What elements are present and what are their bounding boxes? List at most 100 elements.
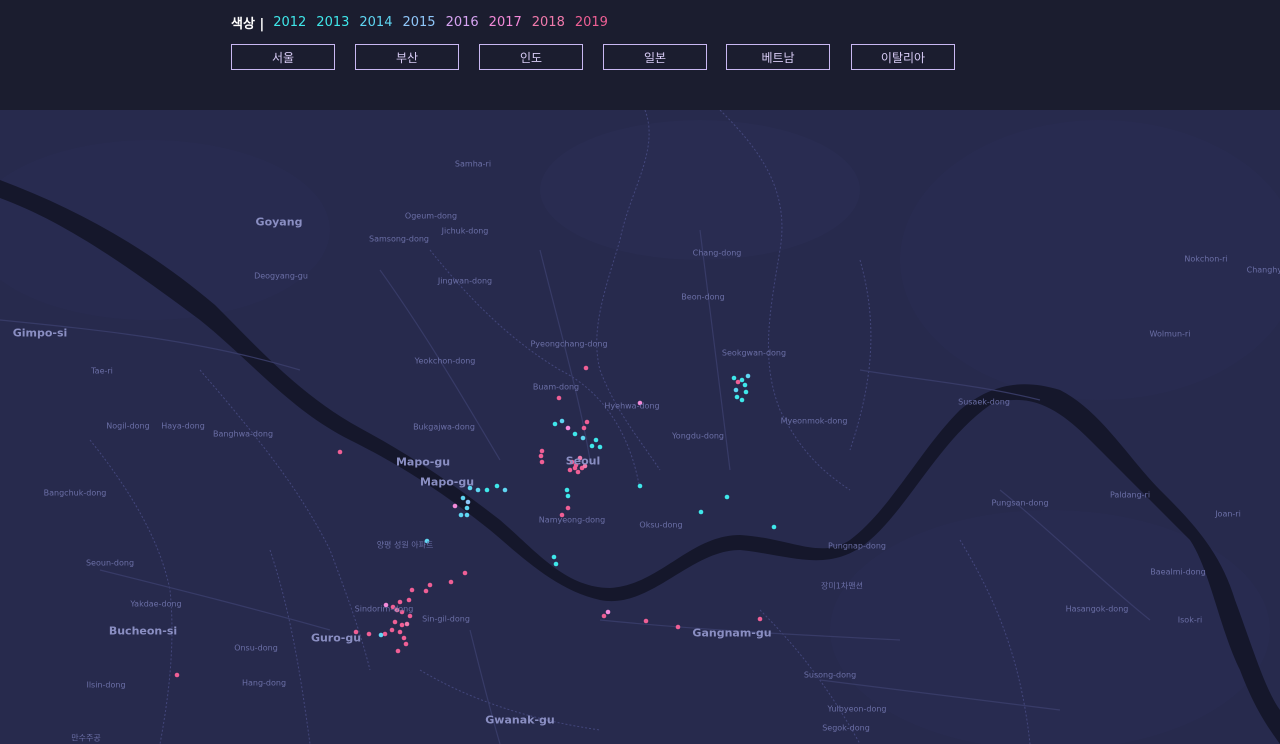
data-point: [745, 373, 751, 379]
data-point: [366, 631, 372, 637]
data-point: [174, 672, 180, 678]
data-point: [577, 455, 583, 461]
map-label: Sindorim-dong: [354, 604, 414, 614]
japan-button[interactable]: 일본: [603, 44, 707, 70]
map-label: Gimpo-si: [12, 326, 68, 340]
map-label: Bucheon-si: [108, 624, 178, 638]
data-point: [742, 382, 748, 388]
legend-year-2017: 2017: [488, 15, 522, 30]
data-point: [538, 453, 544, 459]
data-point: [556, 395, 562, 401]
data-point: [734, 394, 740, 400]
data-point: [401, 635, 407, 641]
data-point: [739, 397, 745, 403]
legend-year-2016: 2016: [445, 15, 479, 30]
color-legend: 색상 | 2012 2013 2014 2015 2016 2017 2018 …: [231, 13, 618, 32]
map-label: Seokgwan-dong: [721, 348, 787, 358]
map-label: Yeokchon-dong: [414, 356, 476, 366]
map-label: Haya-dong: [161, 421, 205, 431]
data-point: [389, 627, 395, 633]
map-label: Jingwan-dong: [437, 276, 493, 286]
map-label: Pungnap-dong: [828, 541, 886, 551]
data-point: [564, 487, 570, 493]
data-point: [462, 570, 468, 576]
data-point: [464, 512, 470, 518]
data-point: [582, 463, 588, 469]
data-point: [539, 448, 545, 454]
data-point: [572, 431, 578, 437]
vietnam-button[interactable]: 베트남: [726, 44, 830, 70]
legend-year-2013: 2013: [316, 15, 350, 30]
data-point: [353, 629, 359, 635]
data-point: [559, 512, 565, 518]
data-point: [553, 561, 559, 567]
data-point: [565, 493, 571, 499]
data-point: [397, 599, 403, 605]
data-point: [378, 632, 384, 638]
map-label: Seoun-dong: [85, 558, 135, 568]
data-point: [584, 419, 590, 425]
map-label: Yulbyeon-dong: [827, 704, 887, 714]
map-label: Hang-dong: [241, 678, 287, 688]
map-label: Nokchon-ri: [1184, 254, 1228, 264]
data-point: [392, 619, 398, 625]
map-label: Chang-dong: [692, 248, 742, 258]
map-label: Sin-gil-dong: [422, 614, 470, 624]
data-point: [467, 485, 473, 491]
map-label: Pungsan-dong: [991, 498, 1049, 508]
data-point: [605, 609, 611, 615]
map-label: Banghwa-dong: [212, 429, 274, 439]
data-point: [407, 613, 413, 619]
data-point: [465, 499, 471, 505]
district-boundaries: [89, 110, 1031, 744]
map-label: Mapo-gu: [395, 455, 451, 469]
data-point: [643, 618, 649, 624]
map-label: Pyeongchang-dong: [530, 339, 608, 349]
map-label: Goyang: [255, 215, 303, 229]
data-point: [552, 421, 558, 427]
map-label: Joan-ri: [1215, 509, 1241, 519]
map-label: Bukgajwa-dong: [413, 422, 475, 432]
italy-button[interactable]: 이탈리아: [851, 44, 955, 70]
map-label: Yongdu-dong: [671, 431, 725, 441]
data-point: [403, 641, 409, 647]
data-point: [597, 444, 603, 450]
map-label: Baealmi-dong: [1150, 567, 1206, 577]
terrain-shading: [0, 120, 1280, 744]
seoul-button[interactable]: 서울: [231, 44, 335, 70]
road-network: [0, 229, 1151, 744]
data-point: [675, 624, 681, 630]
map-label: Isok-ri: [1177, 615, 1203, 625]
map-label: Tae-ri: [91, 366, 113, 376]
map-label: Beon-dong: [681, 292, 725, 302]
legend-year-2019: 2019: [574, 15, 608, 30]
legend-year-2015: 2015: [402, 15, 436, 30]
data-point: [771, 524, 777, 530]
data-point: [601, 613, 607, 619]
data-point: [484, 487, 490, 493]
data-point: [757, 616, 763, 622]
busan-button[interactable]: 부산: [355, 44, 459, 70]
legend-year-2014: 2014: [359, 15, 393, 30]
map-label: Ogeum-dong: [404, 211, 458, 221]
data-point: [565, 425, 571, 431]
data-point: [724, 494, 730, 500]
data-point: [394, 607, 400, 613]
map-label: Changhyeon-ri: [1246, 265, 1280, 275]
data-point: [580, 435, 586, 441]
data-point: [395, 648, 401, 654]
map-label: Deogyang-gu: [254, 271, 308, 281]
data-point: [424, 538, 430, 544]
india-button[interactable]: 인도: [479, 44, 583, 70]
map-label: Yakdae-dong: [130, 599, 182, 609]
map-label: Myeonmok-dong: [780, 416, 848, 426]
map-view[interactable]: Goyang Gimpo-si Mapo-gu Mapo-gu Seoul Bu…: [0, 110, 1280, 744]
data-point: [397, 629, 403, 635]
map-label: Ilsin-dong: [86, 680, 126, 690]
data-point: [475, 487, 481, 493]
map-label: Buam-dong: [532, 382, 580, 392]
map-label: Nogil-dong: [106, 421, 150, 431]
legend-title: 색상 |: [231, 17, 265, 32]
map-label: Bangchuk-dong: [43, 488, 107, 498]
data-point: [464, 505, 470, 511]
